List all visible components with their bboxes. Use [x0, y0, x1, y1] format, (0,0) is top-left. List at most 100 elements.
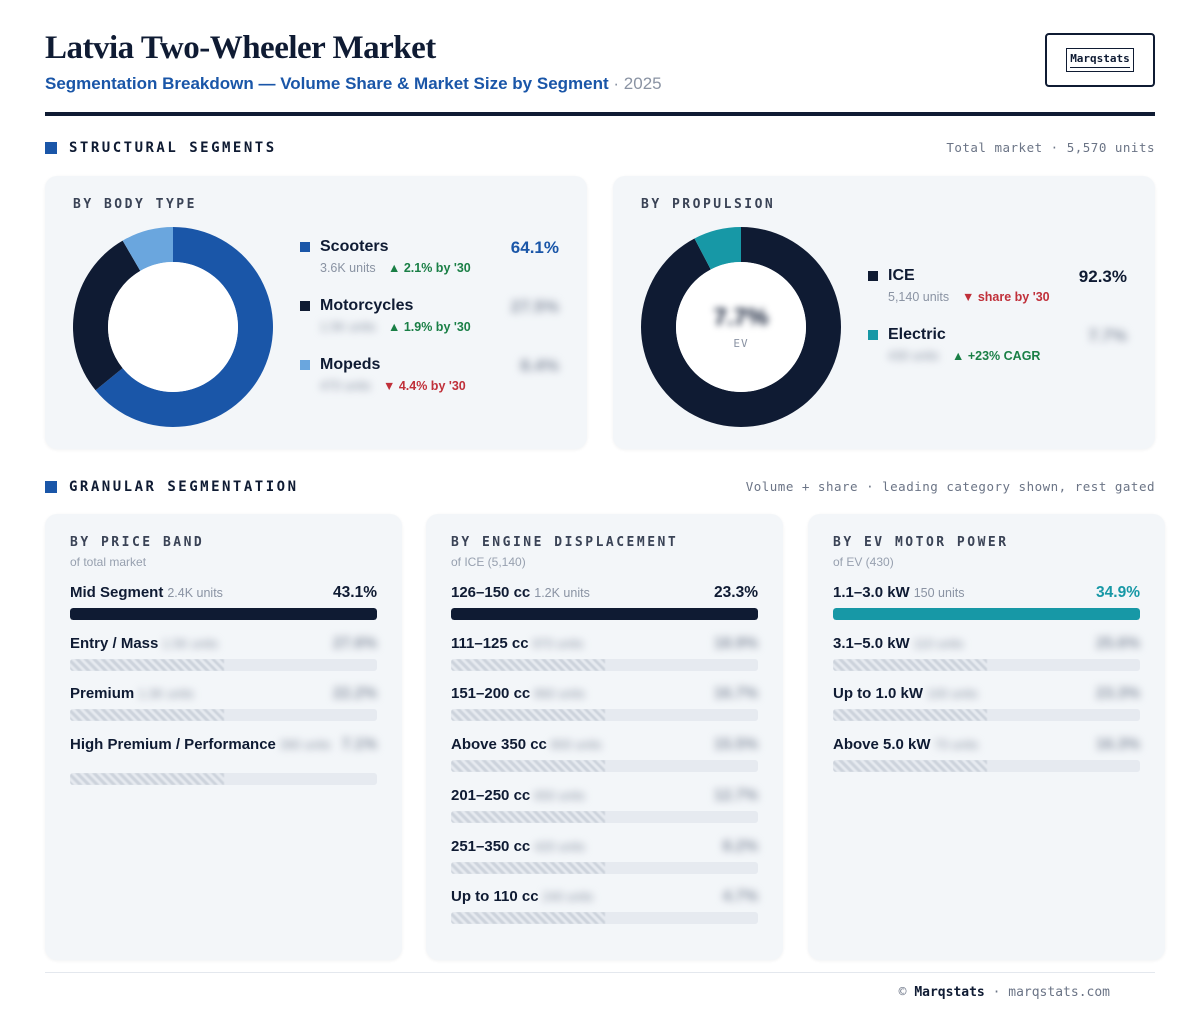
- card-subtitle: of total market: [70, 555, 147, 569]
- bar-row-above-5-0-kw[interactable]: Above 5.0 kW 70 units 16.3%: [833, 736, 1140, 776]
- footer-divider: [45, 972, 1155, 973]
- legend-units: 3.6K units: [320, 261, 376, 275]
- section-label: GRANULAR SEGMENTATION: [69, 479, 299, 495]
- bar-label-text: Mid Segment: [70, 584, 164, 601]
- bar-gated-fill: [70, 773, 224, 786]
- bar-track: [70, 658, 377, 671]
- bar-row-111-125-cc[interactable]: 111–125 cc 970 units 18.9%: [451, 635, 758, 675]
- section-marker-icon: [45, 481, 57, 493]
- bar-label: 111–125 cc 970 units: [451, 635, 583, 652]
- bar-label-text: 126–150 cc: [451, 584, 531, 601]
- bar-track: [833, 608, 1140, 620]
- bar-label: 1.1–3.0 kW 150 units: [833, 584, 964, 601]
- legend-item-motorcycles[interactable]: Motorcycles 1.5K units ▲ 1.9% by '30 27.5%: [300, 297, 559, 337]
- bar-gated-fill: [833, 658, 987, 671]
- card-title: BY PRICE BAND: [70, 535, 205, 550]
- section-label: STRUCTURAL SEGMENTS: [69, 140, 277, 156]
- bar-label-text: Up to 1.0 kW: [833, 685, 924, 703]
- bar-label-text: Up to 110 cc: [451, 888, 539, 906]
- bar-label: Premium 1.3K units: [70, 685, 194, 702]
- body-type-card: BY BODY TYPE Scooters 3.6K units ▲ 2.1% by…: [45, 176, 587, 449]
- ev-motor-power-card: BY EV MOTOR POWER of EV (430) 1.1–3.0 kW…: [808, 514, 1165, 960]
- bar-share: 4.7%: [722, 888, 758, 906]
- legend-item-electric[interactable]: Electric 430 units ▲ +23% CAGR 7.7%: [868, 326, 1127, 366]
- card-title: BY BODY TYPE: [73, 197, 197, 212]
- bar-track: [451, 912, 758, 925]
- bar-row-up-to-1-0-kw[interactable]: Up to 1.0 kW 100 units 23.3%: [833, 685, 1140, 725]
- bar-track: [451, 760, 758, 773]
- body-type-donut: [72, 227, 273, 427]
- bar-row-entry-mass[interactable]: Entry / Mass 1.5K units 27.6%: [70, 635, 377, 675]
- bar-label-text: 201–250 cc: [451, 786, 531, 804]
- bar-share: 18.9%: [714, 634, 758, 652]
- bar-track: [70, 608, 377, 620]
- donut-slice-electric[interactable]: [694, 227, 741, 270]
- bar-row-3-1-5-0-kw[interactable]: 3.1–5.0 kW 110 units 25.6%: [833, 635, 1140, 675]
- bar-units: 1.2K units: [534, 586, 590, 600]
- bar-gated-fill: [451, 810, 605, 823]
- bar-label-text: Entry / Mass: [70, 634, 159, 652]
- legend-trend: ▼ share by '30: [962, 290, 1050, 304]
- card-title: BY EV MOTOR POWER: [833, 535, 1009, 550]
- legend-trend: ▲ +23% CAGR: [952, 349, 1041, 363]
- brand-logo[interactable]: Marqstats: [1045, 33, 1155, 87]
- card-subtitle: of EV (430): [833, 555, 894, 569]
- bar-gated-fill: [451, 760, 605, 773]
- bar-fill: [833, 608, 1140, 620]
- bar-label: Above 350 cc 800 units: [451, 736, 602, 753]
- legend-trend: ▼ 4.4% by '30: [383, 379, 466, 393]
- bar-row-up-to-110-cc[interactable]: Up to 110 cc 240 units 4.7%: [451, 888, 758, 928]
- legend-share: 64.1%: [510, 238, 559, 257]
- bar-fill: [451, 608, 758, 620]
- bar-track: [833, 709, 1140, 722]
- bar-label: Up to 110 cc 240 units: [451, 888, 593, 905]
- bar-fill: [70, 608, 377, 620]
- bar-row-151-200-cc[interactable]: 151–200 cc 860 units 16.7%: [451, 685, 758, 725]
- page-subtitle: Segmentation Breakdown — Volume Share & …: [45, 74, 662, 94]
- legend-item-scooters[interactable]: Scooters 3.6K units ▲ 2.1% by '30 64.1%: [300, 238, 559, 278]
- section-note: Total market · 5,570 units: [946, 140, 1155, 155]
- bar-row-high-premium-performance[interactable]: High Premium / Performance 390 units 7.1%: [70, 736, 377, 786]
- card-title: BY PROPULSION: [641, 197, 776, 212]
- propulsion-card: BY PROPULSION 7.7% EV ICE 5,140 units ▼ sha…: [613, 176, 1155, 449]
- donut-center-value: 7.7%: [714, 304, 769, 331]
- bar-row-premium[interactable]: Premium 1.3K units 22.2%: [70, 685, 377, 725]
- footer-link[interactable]: marqstats.com: [1008, 985, 1110, 1000]
- bar-row-126-150-cc[interactable]: 126–150 cc 1.2K units 23.3%: [451, 584, 758, 624]
- bar-row-201-250-cc[interactable]: 201–250 cc 650 units 12.7%: [451, 787, 758, 827]
- bar-units: 860 units: [534, 687, 585, 702]
- bar-track: [451, 709, 758, 722]
- legend-share: 8.4%: [520, 356, 559, 375]
- bar-row-mid-segment[interactable]: Mid Segment 2.4K units 43.1%: [70, 584, 377, 624]
- legend-swatch: [868, 271, 878, 281]
- legend-trend: ▲ 1.9% by '30: [388, 320, 471, 334]
- legend-swatch: [868, 330, 878, 340]
- bar-label: Entry / Mass 1.5K units: [70, 635, 218, 652]
- bar-gated-fill: [70, 709, 224, 722]
- legend-item-mopeds[interactable]: Mopeds 470 units ▼ 4.4% by '30 8.4%: [300, 356, 559, 396]
- bar-gated-fill: [451, 658, 605, 671]
- donut-slice-mopeds[interactable]: [122, 227, 173, 271]
- bar-units: 70 units: [934, 738, 979, 753]
- bar-track: [451, 658, 758, 671]
- bar-row-1-1-3-0-kw[interactable]: 1.1–3.0 kW 150 units 34.9%: [833, 584, 1140, 624]
- propulsion-donut: 7.7% EV: [641, 227, 841, 427]
- bar-label: Up to 1.0 kW 100 units: [833, 685, 978, 702]
- bar-track: [70, 709, 377, 722]
- legend-item-ice[interactable]: ICE 5,140 units ▼ share by '30 92.3%: [868, 267, 1127, 307]
- bar-units: 970 units: [532, 636, 584, 651]
- donut-slice-ice[interactable]: [641, 227, 841, 427]
- bar-row-251-350-cc[interactable]: 251–350 cc 420 units 8.2%: [451, 838, 758, 878]
- donut-slice-scooters[interactable]: [95, 227, 273, 427]
- bar-share: 27.6%: [333, 634, 377, 652]
- bar-label-text: Above 350 cc: [451, 736, 547, 754]
- donut-slice-motorcycles[interactable]: [72, 240, 141, 391]
- bar-row-above-350-cc[interactable]: Above 350 cc 800 units 15.5%: [451, 736, 758, 776]
- bar-track: [451, 861, 758, 874]
- footer: © Marqstats · marqstats.com: [899, 985, 1110, 1000]
- bar-track: [70, 773, 377, 786]
- bar-gated-fill: [70, 658, 224, 671]
- report-header: Latvia Two-Wheeler Market Segmentation B…: [45, 30, 1155, 116]
- bar-label: High Premium / Performance 390 units: [70, 736, 331, 753]
- legend-units: 1.5K units: [320, 320, 376, 334]
